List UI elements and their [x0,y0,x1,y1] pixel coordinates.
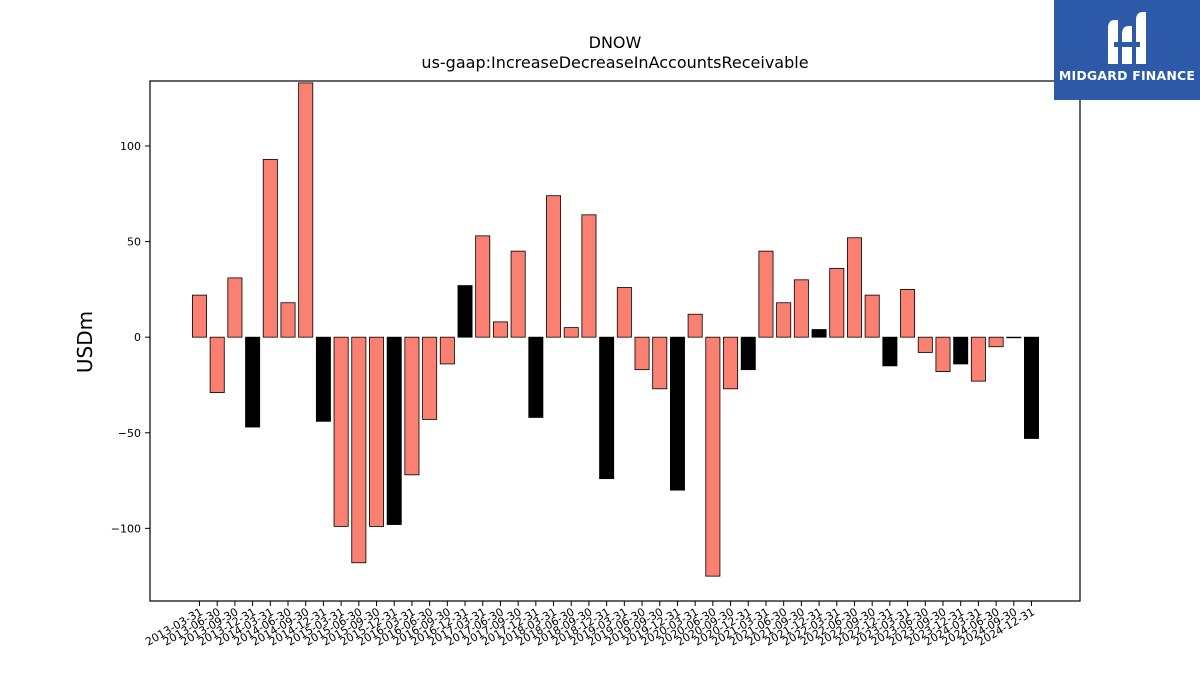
bar-2018-12-31 [599,336,615,480]
bar-2020-06-30 [705,336,721,577]
plot-frame [149,80,1081,602]
bar-2015-09-30 [369,336,385,527]
bar-2018-06-30 [563,327,579,338]
bar-2014-06-30 [280,302,296,338]
y-tick-label: 100 [120,140,141,153]
bar-2013-12-31 [245,336,261,428]
bar-2020-03-31 [687,313,703,338]
bar-2013-06-30 [209,336,225,394]
bar-2022-12-31 [882,336,898,367]
bar-2021-03-31 [758,250,774,338]
bar-2021-06-30 [776,302,792,338]
bar-2019-03-31 [616,287,632,338]
bar-2021-09-30 [793,279,809,338]
bar-2019-09-30 [652,336,668,390]
bar-2015-12-31 [386,336,402,525]
bar-2018-03-31 [546,195,562,338]
midgard-finance-logo: MIDGARD FINANCE [1054,0,1200,100]
bar-2017-06-30 [492,321,508,338]
bar-2023-09-30 [935,336,951,372]
y-tick-label: −100 [111,522,141,535]
bar-2024-12-31 [1024,336,1039,439]
bar-2024-03-31 [970,336,986,382]
bar-2024-06-30 [988,336,1004,348]
midgard-logo-icon [1108,12,1146,64]
x-ticks-group: 2013-03-312013-06-302013-09-302013-12-31… [143,601,1037,649]
bar-2013-09-30 [227,277,243,338]
y-axis-label: USDm [73,311,97,373]
y-tick-label: 0 [134,331,141,344]
bar-2022-06-30 [847,237,862,338]
bar-2021-12-31 [811,329,827,338]
bar-2020-12-31 [740,336,756,371]
bar-2014-09-30 [298,82,314,338]
bar-2019-12-31 [669,336,685,491]
bar-2016-09-30 [439,336,455,365]
bar-2017-09-30 [510,250,526,338]
bar-2016-12-31 [457,285,473,338]
bar-2019-06-30 [634,336,650,371]
bar-2013-03-31 [192,294,207,338]
brand-name: MIDGARD FINANCE [1058,68,1196,83]
bar-2023-12-31 [953,336,969,365]
bar-2015-03-31 [333,336,349,527]
bar-2017-12-31 [528,336,544,418]
bar-2022-03-31 [829,267,845,338]
bar-2014-03-31 [262,158,278,338]
y-tick-label: −50 [118,427,141,440]
y-ticks-group: −100 −50 0 50 100 [111,140,150,535]
bar-2024-09-30 [1006,336,1022,339]
bar-2015-06-30 [351,336,367,564]
bars-group [192,82,1039,577]
bar-2016-06-30 [422,336,438,420]
bar-2016-03-31 [404,336,420,476]
bar-2018-09-30 [581,214,597,338]
bar-2017-03-31 [475,235,491,338]
chart-title: DNOW [589,33,642,52]
bar-2023-06-30 [917,336,933,353]
chart-subtitle: us-gaap:IncreaseDecreaseInAccountsReceiv… [421,53,808,72]
bar-2020-09-30 [723,336,739,390]
bar-2023-03-31 [900,288,916,338]
bar-2014-12-31 [315,336,331,422]
bar-2022-09-30 [864,294,880,338]
y-tick-label: 50 [127,236,141,249]
